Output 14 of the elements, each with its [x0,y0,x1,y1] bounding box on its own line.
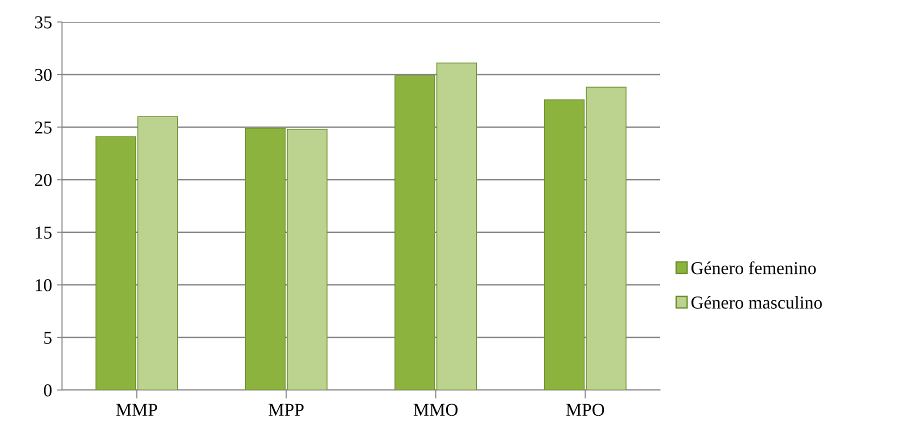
legend-label: Género masculino [691,296,822,309]
y-tick-label: 10 [36,279,52,292]
y-tick-label: 0 [44,384,52,396]
y-tick-label: 15 [36,226,52,239]
y-tick-label: 5 [44,332,52,344]
legend-label: Género femenino [691,261,816,274]
x-tick-label: MPO [566,404,604,416]
y-tick-label: 25 [35,121,52,134]
y-tick-label: 35 [35,16,52,28]
x-tick-label: MMO [414,404,458,416]
y-tick-label: 30 [35,68,52,82]
x-tick-label: MPP [268,404,304,416]
x-tick-label: MMP [116,404,158,416]
y-tick-label: 20 [35,174,52,186]
